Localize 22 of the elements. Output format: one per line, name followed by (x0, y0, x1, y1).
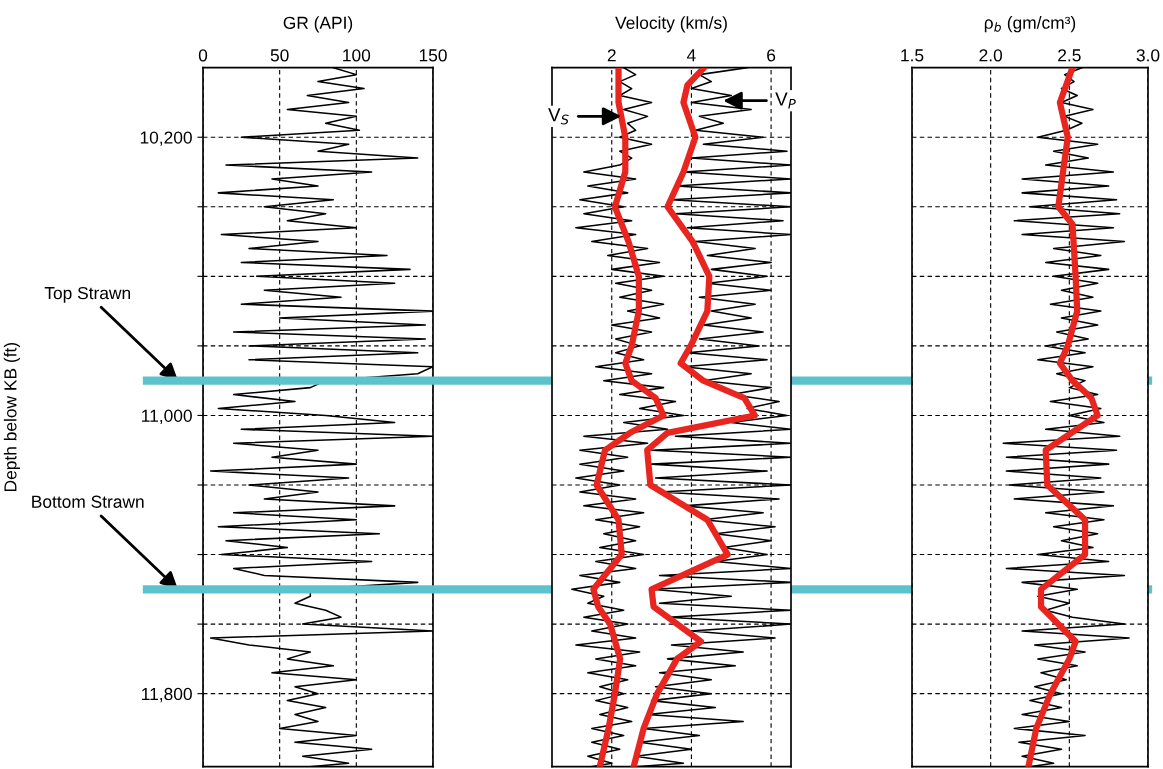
chart-title: ρ$_{b}$ (gm/cm³) (984, 16, 1076, 33)
x-tick-label: 3.0 (1136, 49, 1160, 62)
y-axis-title: Depth below KB (ft) (3, 342, 20, 492)
chart-title: Velocity (km/s) (615, 16, 727, 33)
x-tick-label: 1.5 (901, 49, 924, 62)
x-tick-label: 2 (607, 49, 616, 62)
y-tick-label: 11,000 (142, 409, 192, 424)
x-tick-label: 2.5 (1058, 49, 1081, 62)
y-tick-label: 10,200 (140, 131, 192, 146)
ref-line-label: Top Strawn (44, 286, 131, 303)
chart-title: GR (API) (283, 16, 353, 33)
annotation: V$_{P}$ (775, 92, 796, 109)
x-tick-label: 100 (343, 49, 371, 62)
y-tick-label: 11,800 (142, 687, 192, 703)
x-tick-label: 50 (270, 49, 289, 62)
x-tick-label: 4 (686, 49, 696, 62)
x-tick-label: 6 (767, 49, 776, 62)
annotation: V$_{S}$ (548, 108, 569, 125)
x-tick-label: 2.0 (979, 49, 1003, 62)
x-tick-label: 0 (198, 49, 208, 62)
x-tick-label: 150 (419, 49, 447, 62)
ref-line-label: Bottom Strawn (32, 495, 144, 508)
